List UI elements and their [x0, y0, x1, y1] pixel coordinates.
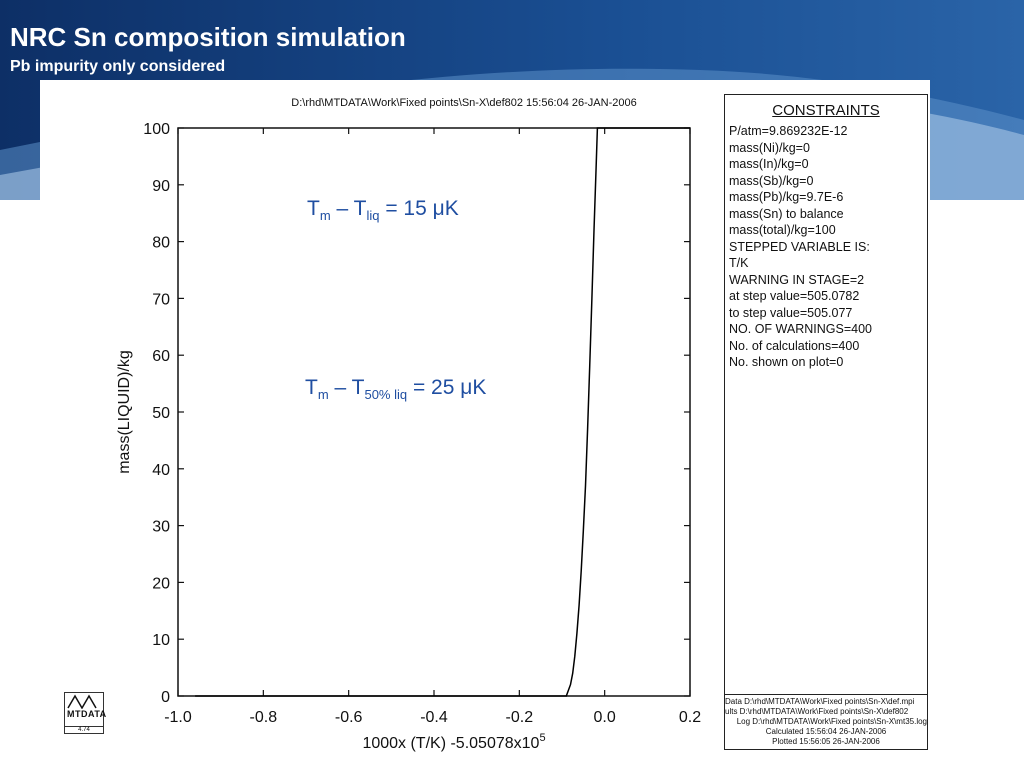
annotation-sub-50-liq: 50% liq [364, 387, 408, 403]
constraint-line: STEPPED VARIABLE IS: [729, 239, 870, 254]
constraint-line: mass(Sb)/kg=0 [729, 173, 814, 188]
chart-header: D:\rhd\MTDATA\Work\Fixed points\Sn-X\def… [291, 97, 636, 109]
x-tick-label: 0.0 [594, 709, 616, 726]
constraint-line: P/atm=9.869232E-12 [729, 124, 848, 138]
constraint-line: mass(Pb)/kg=9.7E-6 [729, 190, 844, 204]
annotation-50-liquid: Tm – T50% liq = 25 μK [305, 376, 486, 402]
footer-results-path: ults D:\rhd\MTDATA\Work\Fixed points\Sn-… [725, 707, 909, 716]
annotation-base: T [307, 197, 320, 220]
annotation-liquidus: Tm – Tliq = 15 μK [307, 197, 459, 223]
constraint-line: mass(Sn) to balance [729, 206, 844, 221]
y-tick-label: 50 [152, 405, 170, 422]
footer-plotted: Plotted 15:56:05 26-JAN-2006 [772, 737, 880, 746]
y-tick-label: 20 [152, 575, 170, 592]
logo-text: MTDATA [67, 709, 107, 719]
x-tick-label: -0.4 [420, 709, 448, 726]
annotation-base: T [305, 376, 318, 399]
footer-calculated: Calculated 15:56:04 26-JAN-2006 [765, 727, 887, 736]
constraints-title: CONSTRAINTS [772, 102, 880, 119]
y-tick-label: 30 [152, 519, 170, 536]
constraint-line: WARNING IN STAGE=2 [729, 272, 865, 287]
constraint-line: mass(total)/kg=100 [729, 223, 836, 237]
y-tick-label: 60 [152, 348, 170, 365]
x-tick-label: 0.2 [679, 709, 701, 726]
constraint-line: mass(In)/kg=0 [729, 157, 809, 171]
constraint-line: to step value=505.077 [729, 305, 853, 320]
constraint-line: mass(Ni)/kg=0 [729, 140, 810, 155]
x-tick-label: -0.2 [506, 709, 534, 726]
constraints-panel: CONSTRAINTS P/atm=9.869232E-12 mass(Ni)/… [724, 94, 928, 750]
x-axis-label: 1000x (T/K) -5.05078x105 [362, 732, 545, 752]
logo-version: 4.74 [65, 726, 103, 733]
constraint-line: No. of calculations=400 [729, 338, 860, 353]
y-axis-label: mass(LIQUID)/kg [116, 350, 133, 474]
x-tick-label: -0.6 [335, 709, 363, 726]
liquid-mass-curve [195, 127, 690, 697]
x-tick-label: -1.0 [164, 709, 192, 726]
constraint-line: NO. OF WARNINGS=400 [729, 322, 872, 336]
footer-data-path: Data D:\rhd\MTDATA\Work\Fixed points\Sn-… [725, 697, 915, 706]
annotation-sub-m: m [319, 208, 331, 224]
annotation-value: = 25 μK [407, 376, 487, 399]
x-tick-label: -0.8 [250, 709, 278, 726]
slide-subtitle: Pb impurity only considered [10, 58, 226, 75]
constraint-line: T/K [729, 256, 749, 270]
slide-title: NRC Sn composition simulation [10, 22, 406, 52]
y-tick-label: 70 [152, 291, 170, 308]
footer-log-path: Log D:\rhd\MTDATA\Work\Fixed points\Sn-X… [736, 717, 927, 726]
y-tick-label: 40 [152, 462, 170, 479]
constraints-footer: Data D:\rhd\MTDATA\Work\Fixed points\Sn-… [725, 694, 927, 749]
y-tick-label: 100 [143, 121, 170, 138]
annotation-mid: – T [328, 376, 365, 399]
annotation-value: = 15 μK [379, 197, 459, 220]
annotation-sub-m: m [317, 387, 329, 403]
constraints-list: P/atm=9.869232E-12 mass(Ni)/kg=0 mass(In… [725, 123, 927, 371]
annotation-mid: – T [330, 197, 367, 220]
mtdata-logo: MTDATA 4.74 [64, 692, 107, 734]
x-axis-label-exponent: 5 [539, 732, 545, 744]
y-tick-label: 90 [152, 178, 170, 195]
y-tick-label: 80 [152, 235, 170, 252]
annotation-sub-liq: liq [366, 208, 380, 224]
logo-mark [67, 694, 97, 709]
constraint-line: No. shown on plot=0 [729, 355, 844, 369]
y-tick-label: 0 [161, 689, 170, 706]
constraint-line: at step value=505.0782 [729, 289, 860, 303]
y-tick-label: 10 [152, 632, 170, 649]
